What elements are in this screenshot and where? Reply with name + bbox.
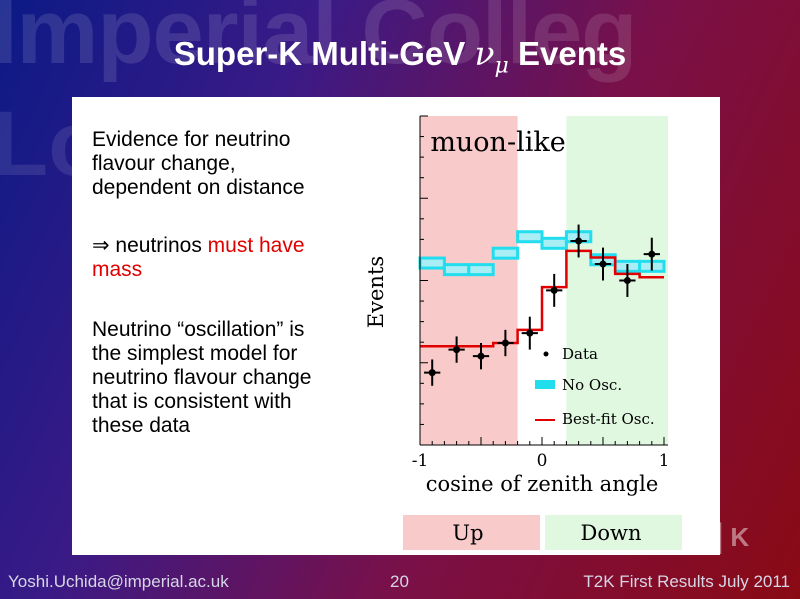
data-point (648, 250, 656, 258)
data-point (428, 369, 436, 377)
imperial-watermark: Imperial Colleg (0, 0, 637, 83)
no-osc-bin (467, 263, 495, 277)
slide-title: Super-K Multi-GeV νμ Events (173, 34, 627, 79)
up-box (403, 515, 540, 550)
must-have-highlight: must have (207, 234, 305, 257)
paragraph-evidence: Evidence for neutrino flavour change, de… (92, 128, 305, 199)
no-osc-bin (418, 256, 446, 270)
data-point (575, 237, 583, 245)
down-region (566, 116, 668, 445)
up-region (420, 116, 518, 445)
data-point (477, 352, 485, 360)
legend-no-osc-swatch (535, 380, 555, 389)
footer-page-number: 20 (390, 572, 409, 591)
data-point (599, 260, 607, 268)
data-point (453, 346, 461, 354)
x-tick-label: 1 (659, 451, 670, 471)
legend-data-label: Data (562, 345, 598, 363)
x-axis-label: cosine of zenith angle (426, 472, 659, 496)
paragraph-mass: ⇒ neutrinos must have mass (92, 234, 305, 281)
legend-no-osc-label: No Osc. (562, 376, 622, 394)
no-osc-bin (516, 230, 544, 244)
footer-event: T2K First Results July 2011 (583, 572, 790, 591)
legend-data-marker (543, 351, 549, 357)
t2k-logo: ▌K (712, 522, 750, 552)
data-point (526, 329, 534, 337)
down-box (545, 515, 682, 550)
y-axis-label: Events (364, 256, 388, 328)
data-point (623, 277, 631, 284)
data-point (501, 339, 509, 347)
data-point (550, 286, 558, 294)
nu-symbol: ν (474, 34, 495, 73)
down-label: Down (581, 521, 642, 545)
no-osc-bin (442, 263, 471, 277)
legend-best-fit-label: Best-fit Osc. (562, 410, 655, 428)
footer-email: Yoshi.Uchida@imperial.ac.uk (8, 572, 229, 591)
paragraph-oscillation: Neutrino “oscillation” is the simplest m… (92, 318, 312, 437)
up-label: Up (452, 521, 483, 545)
x-tick-label: -1 (412, 451, 429, 471)
no-osc-bin (491, 246, 520, 260)
chart-title: muon-like (430, 127, 565, 158)
x-tick-label: 0 (537, 451, 548, 471)
no-osc-bin (540, 236, 568, 250)
mu-subscript: μ (494, 53, 509, 79)
